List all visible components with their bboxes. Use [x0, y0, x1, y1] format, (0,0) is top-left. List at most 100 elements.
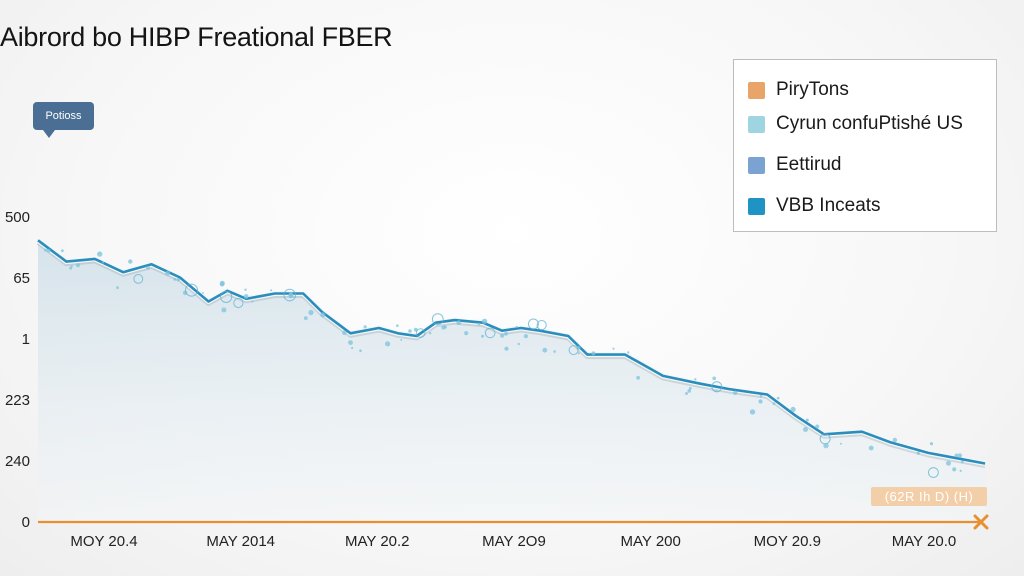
decor-bubble [233, 297, 244, 309]
decor-bubble [116, 286, 119, 289]
decor-bubble [176, 278, 180, 282]
decor-bubble [576, 345, 581, 350]
decor-bubble [759, 394, 763, 398]
decor-bubble [408, 329, 412, 333]
x-axis-end-mark [973, 514, 989, 530]
legend-swatch [748, 115, 765, 133]
decor-bubble [363, 325, 367, 329]
decor-bubble [244, 288, 247, 291]
decor-bubble [320, 312, 326, 318]
callout-pointer [43, 130, 55, 138]
y-tick-label: 1 [22, 331, 30, 348]
decor-bubble [957, 453, 963, 458]
decor-bubble [351, 346, 354, 350]
decor-bubble [772, 402, 776, 405]
decor-bubble [553, 350, 556, 353]
decor-bubble [536, 320, 547, 331]
decor-bubble [577, 352, 581, 355]
decor-bubble [97, 251, 103, 257]
legend-swatch [748, 81, 765, 99]
decor-bubble [758, 399, 763, 404]
decor-bubble [612, 347, 615, 350]
decor-bubble [685, 392, 688, 395]
legend-label: VBB Inceats [776, 195, 881, 216]
decor-bubble [500, 333, 505, 338]
x-tick-label: MOY 20.9 [754, 533, 821, 550]
legend-label: PiryTons [776, 79, 849, 100]
legend-item: VBB Inceats [748, 195, 881, 217]
y-tick-label: 223 [5, 392, 30, 409]
decor-bubble [201, 292, 204, 294]
decor-bubble [523, 334, 529, 339]
decor-bubble [441, 325, 446, 330]
decor-bubble [712, 376, 716, 381]
legend-label: Cyrun confuPtishé US [776, 113, 963, 134]
decor-bubble [308, 309, 314, 316]
decor-bubble [839, 442, 842, 445]
decor-bubble [303, 316, 308, 320]
legend-swatch [748, 156, 765, 174]
series-area-layer [38, 240, 985, 523]
decor-bubble [165, 270, 171, 276]
x-tick-label: MOY 20.4 [70, 533, 137, 550]
decor-bubble [776, 396, 780, 400]
decor-bubble [46, 248, 51, 253]
decor-bubble [342, 330, 347, 336]
decor-bubble [515, 325, 518, 328]
decor-bubble [61, 249, 64, 253]
decor-bubble [815, 424, 820, 429]
decor-bubble [946, 460, 951, 466]
decor-bubble [69, 266, 73, 270]
decor-bubble [146, 265, 150, 270]
decor-bubble [288, 293, 294, 299]
decor-bubble [688, 386, 692, 390]
decor-bubble [749, 409, 756, 415]
decor-bubble [484, 327, 496, 339]
decor-bubble [76, 263, 80, 268]
y-axis-ticks: 500 65 1 223 240 0 [5, 209, 30, 531]
decor-bubble [694, 378, 697, 381]
decor-bubble [270, 289, 273, 292]
decor-bubble [733, 390, 738, 395]
decor-bubble [711, 381, 723, 393]
decor-bubble [251, 300, 254, 303]
decor-bubble [954, 453, 959, 458]
decor-bubble [396, 324, 399, 328]
decorative-bubbles [44, 248, 964, 478]
x-tick-label: MAY 20.2 [345, 533, 409, 550]
x-tick-label: MAY 2014 [206, 533, 275, 550]
decor-bubble [805, 418, 809, 422]
decor-bubble [477, 322, 481, 326]
legend-item: PiryTons [748, 79, 849, 101]
decor-bubble [542, 347, 548, 353]
decor-bubble [464, 331, 469, 336]
chart-title: Aibrord bo HIBP Freational FBER [0, 22, 393, 52]
decor-bubble [790, 406, 796, 412]
decor-bubble [823, 442, 829, 449]
legend-swatch [748, 197, 765, 215]
decor-bubble [961, 460, 964, 464]
decor-bubble [456, 320, 462, 326]
y-tick-label: 500 [5, 209, 30, 226]
decor-bubble [868, 445, 874, 451]
decor-bubble [128, 259, 133, 264]
decor-bubble [504, 346, 509, 351]
decor-bubble [636, 375, 640, 380]
decor-bubble [348, 340, 353, 345]
decor-bubble [431, 313, 444, 326]
decor-bubble [527, 318, 539, 330]
decor-bubble [687, 389, 691, 393]
decor-bubble [385, 341, 391, 347]
decor-bubble [133, 274, 144, 284]
decor-bubble [952, 467, 957, 472]
decor-bubble [928, 467, 939, 478]
decor-bubble [916, 451, 920, 455]
decor-bubble [400, 338, 403, 341]
series-area [38, 240, 985, 523]
end-value-badge: (62R Ih D) (H) [871, 487, 987, 506]
decor-bubble [591, 351, 596, 356]
series-line [37, 239, 986, 465]
series-line-layer [36, 238, 986, 468]
decor-bubble [243, 294, 249, 299]
